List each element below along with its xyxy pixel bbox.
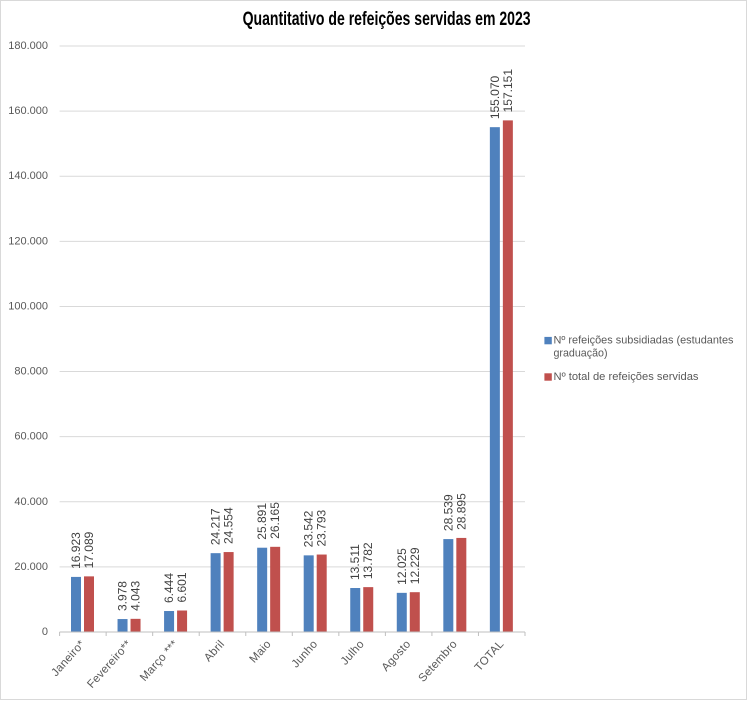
svg-text:60.000: 60.000 [14, 431, 48, 443]
svg-text:20.000: 20.000 [14, 561, 48, 573]
svg-text:180.000: 180.000 [8, 40, 48, 52]
svg-text:12.229: 12.229 [408, 547, 422, 584]
svg-text:Nº refeições subsidiadas (estu: Nº refeições subsidiadas (estudantes [554, 335, 734, 347]
svg-text:28.539: 28.539 [441, 494, 455, 531]
svg-text:3.978: 3.978 [116, 581, 130, 611]
svg-text:graduação): graduação) [554, 348, 608, 360]
svg-text:24.554: 24.554 [222, 507, 236, 544]
svg-text:Quantitativo de refeições serv: Quantitativo de refeições servidas em 20… [243, 9, 531, 30]
svg-text:40.000: 40.000 [14, 496, 48, 508]
svg-text:16.923: 16.923 [69, 532, 83, 569]
svg-text:4.043: 4.043 [129, 580, 143, 610]
svg-text:0: 0 [42, 626, 48, 638]
svg-text:6.601: 6.601 [175, 572, 189, 602]
svg-text:6.444: 6.444 [162, 573, 176, 603]
svg-text:12.025: 12.025 [395, 548, 409, 585]
svg-text:80.000: 80.000 [14, 366, 48, 378]
svg-text:28.895: 28.895 [454, 493, 468, 530]
svg-text:23.542: 23.542 [302, 510, 316, 547]
svg-text:26.165: 26.165 [268, 502, 282, 539]
svg-text:160.000: 160.000 [8, 105, 48, 117]
svg-text:100.000: 100.000 [8, 300, 48, 312]
svg-text:24.217: 24.217 [209, 508, 223, 545]
svg-text:13.511: 13.511 [348, 544, 362, 580]
svg-text:Nº total de refeições servidas: Nº total de refeições servidas [554, 371, 700, 383]
svg-text:25.891: 25.891 [255, 503, 269, 540]
svg-text:140.000: 140.000 [8, 170, 48, 182]
svg-text:120.000: 120.000 [8, 235, 48, 247]
svg-text:23.793: 23.793 [315, 510, 329, 547]
svg-text:17.089: 17.089 [82, 531, 96, 568]
svg-text:13.782: 13.782 [361, 542, 375, 579]
svg-text:155.070: 155.070 [488, 75, 502, 119]
svg-text:157.151: 157.151 [501, 69, 515, 113]
